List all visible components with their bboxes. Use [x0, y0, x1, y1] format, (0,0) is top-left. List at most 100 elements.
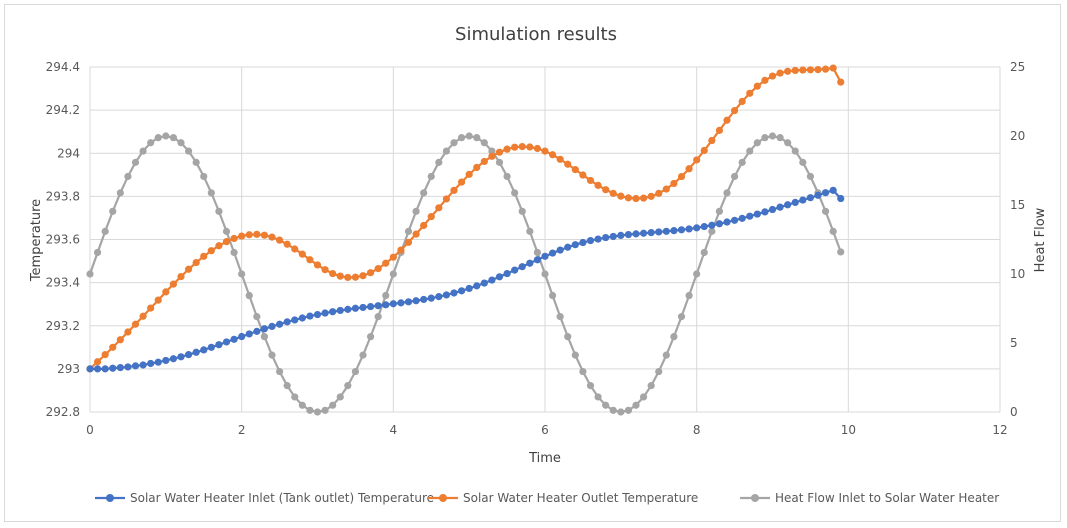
- data-point: [450, 289, 458, 297]
- data-point: [101, 227, 109, 235]
- legend: Solar Water Heater Inlet (Tank outlet) T…: [95, 491, 999, 505]
- data-point: [374, 265, 382, 273]
- data-point: [457, 287, 466, 295]
- data-point: [321, 406, 329, 414]
- data-point: [556, 246, 564, 254]
- data-point: [184, 147, 193, 155]
- data-point: [162, 132, 170, 140]
- data-point: [253, 327, 261, 335]
- data-point: [715, 207, 724, 215]
- data-point: [275, 236, 284, 244]
- data-point: [655, 228, 663, 236]
- data-point: [306, 312, 314, 320]
- data-point: [116, 336, 124, 344]
- data-point: [533, 144, 542, 153]
- data-point: [230, 335, 238, 343]
- data-point: [473, 282, 481, 290]
- data-point: [814, 191, 822, 199]
- data-point: [602, 233, 610, 242]
- legend-swatch-marker: [751, 494, 759, 502]
- data-point: [86, 270, 94, 278]
- data-point: [761, 76, 769, 84]
- data-point: [222, 338, 231, 346]
- data-point: [435, 293, 443, 301]
- data-point: [139, 312, 147, 320]
- data-point: [746, 212, 754, 220]
- data-point: [541, 252, 549, 260]
- data-point: [632, 401, 640, 409]
- data-point: [526, 259, 534, 267]
- legend-label: Heat Flow Inlet to Solar Water Heater: [775, 491, 999, 505]
- data-point: [283, 240, 291, 248]
- data-point: [192, 348, 200, 356]
- data-point: [207, 247, 215, 255]
- data-point: [488, 147, 496, 155]
- series-line: [89, 66, 842, 370]
- data-point: [776, 203, 784, 211]
- left-tick-label: 293.2: [46, 319, 80, 333]
- data-point: [518, 142, 526, 151]
- data-point: [564, 243, 572, 251]
- data-point: [101, 351, 109, 359]
- data-point: [814, 65, 822, 74]
- data-point: [162, 356, 170, 365]
- data-point: [723, 189, 731, 197]
- data-point: [829, 64, 837, 72]
- data-point: [768, 132, 777, 140]
- data-point: [298, 314, 306, 322]
- data-point: [806, 66, 815, 74]
- data-point: [109, 343, 117, 351]
- data-point: [738, 158, 746, 166]
- data-point: [662, 185, 670, 193]
- data-point: [109, 364, 117, 372]
- data-point: [359, 272, 367, 280]
- data-point: [670, 179, 678, 188]
- right-tick-label: 0: [1010, 405, 1018, 419]
- data-point: [639, 229, 648, 237]
- data-point: [283, 382, 291, 390]
- data-point: [677, 313, 686, 321]
- data-point: [670, 333, 678, 341]
- legend-label: Solar Water Heater Inlet (Tank outlet) T…: [130, 491, 434, 505]
- data-point: [594, 393, 602, 401]
- data-point: [207, 343, 215, 351]
- legend-item: Solar Water Heater Inlet (Tank outlet) T…: [95, 491, 434, 505]
- data-point: [169, 134, 178, 142]
- x-tick-label: 6: [541, 423, 549, 437]
- data-point: [147, 139, 155, 147]
- data-point: [746, 89, 754, 97]
- data-point: [564, 160, 572, 168]
- data-point: [473, 163, 481, 172]
- series-layer: [86, 64, 845, 416]
- series-line: [90, 189, 842, 370]
- left-tick-label: 294: [57, 146, 80, 160]
- data-point: [548, 249, 557, 257]
- data-point: [700, 222, 708, 231]
- data-point: [693, 156, 701, 164]
- data-point: [518, 263, 526, 271]
- right-tick-label: 5: [1010, 336, 1018, 350]
- data-point: [238, 270, 246, 278]
- left-tick-label: 294.2: [46, 103, 80, 117]
- data-point: [746, 147, 754, 155]
- data-point: [412, 297, 420, 305]
- data-point: [291, 316, 299, 324]
- data-point: [442, 147, 451, 155]
- data-point: [139, 361, 147, 369]
- data-point: [639, 194, 648, 202]
- data-point: [708, 221, 716, 229]
- data-point: [116, 363, 124, 372]
- data-point: [723, 218, 731, 226]
- data-point: [321, 309, 329, 317]
- data-point: [116, 189, 124, 197]
- data-point: [829, 227, 837, 235]
- legend-swatch-marker: [439, 494, 447, 502]
- data-point: [715, 220, 724, 228]
- data-point: [154, 358, 162, 366]
- data-point: [382, 291, 390, 300]
- right-tick-label: 20: [1010, 129, 1025, 143]
- data-point: [230, 248, 238, 257]
- data-point: [670, 227, 678, 235]
- data-point: [511, 143, 519, 151]
- data-point: [404, 298, 413, 306]
